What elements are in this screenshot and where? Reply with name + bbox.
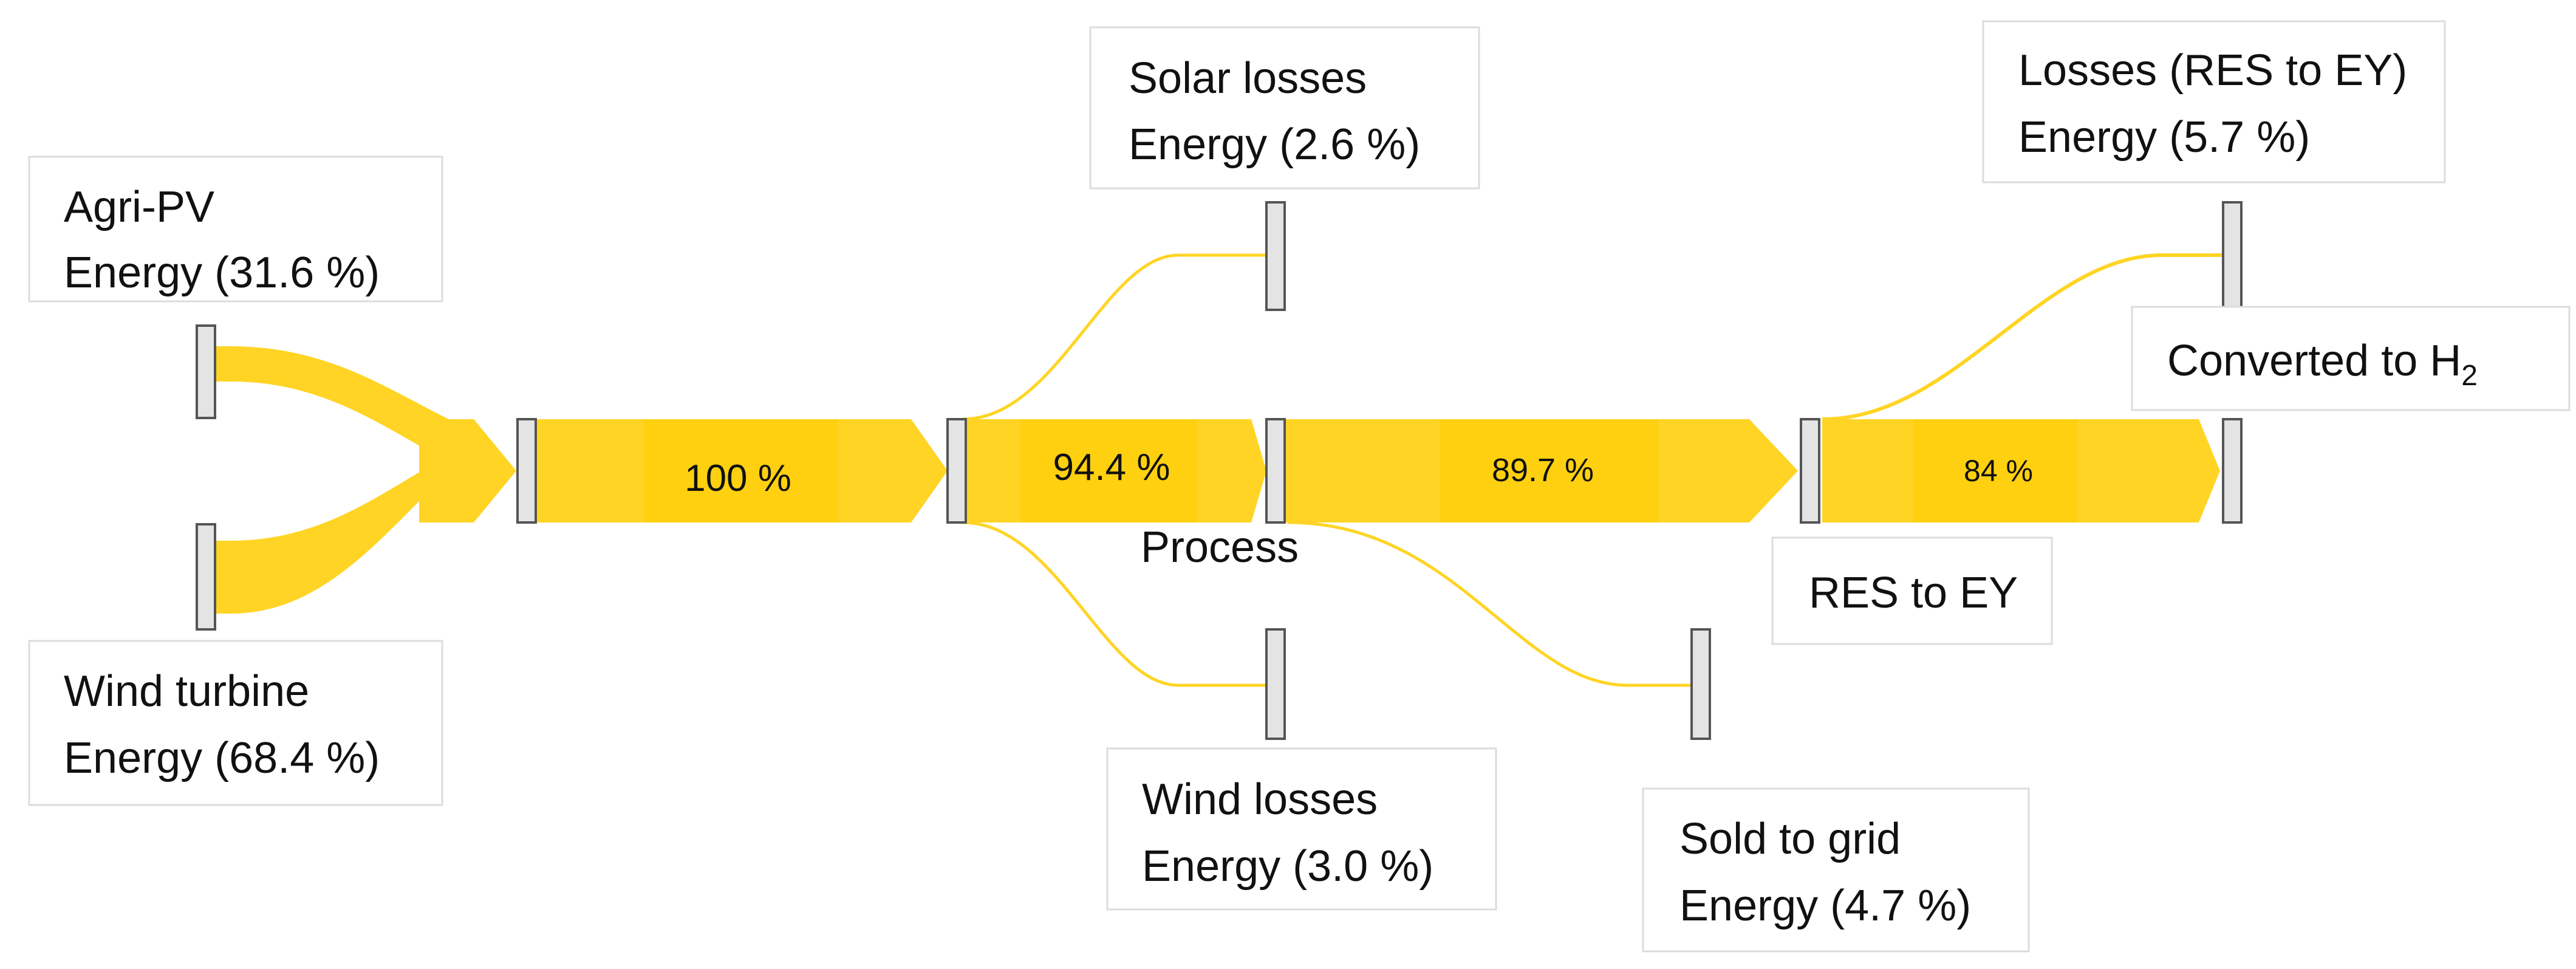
label-agri-pv-box xyxy=(28,156,443,303)
flow-wind-turbine xyxy=(205,450,462,614)
label-wind-turbine: Wind turbine Energy (68.4 %) xyxy=(28,640,443,806)
label-boxes: Agri-PV Energy (31.6 %) Wind turbine Ene… xyxy=(28,20,2571,953)
label-res-to-ey: RES to EY xyxy=(1771,536,2053,645)
flow-stage2-label: 94.4 % xyxy=(1053,447,1170,488)
label-sold-to-grid-box xyxy=(1642,787,2030,953)
flow-labels: 100 % 94.4 % 89.7 % 84 % xyxy=(685,447,2033,499)
flow-wind-losses xyxy=(962,521,1269,687)
flow-solar-losses xyxy=(962,253,1269,421)
label-solar-losses-line1: Solar losses xyxy=(1129,54,1367,103)
flow-stage4-label: 84 % xyxy=(1964,454,2033,488)
node-stage2-start xyxy=(946,418,967,524)
label-agri-pv: Agri-PV Energy (31.6 %) xyxy=(28,156,443,303)
label-wind-turbine-line1: Wind turbine xyxy=(64,667,309,716)
nodes xyxy=(196,201,2243,740)
label-converted-subscript: 2 xyxy=(2461,360,2478,392)
label-sold-to-grid-line1: Sold to grid xyxy=(1679,815,1901,863)
flows xyxy=(205,253,2226,687)
label-res-to-ey-text: RES to EY xyxy=(1809,569,2018,617)
label-wind-losses-line2: Energy (3.0 %) xyxy=(1142,842,1433,891)
node-res-to-ey xyxy=(1800,418,1820,524)
flow-stage3-label: 89.7 % xyxy=(1492,452,1594,488)
node-process xyxy=(1265,418,1286,524)
node-merge xyxy=(516,418,537,524)
node-sold-to-grid xyxy=(1690,628,1711,740)
node-wind-turbine xyxy=(196,523,216,631)
label-losses-res-ey: Losses (RES to EY) Energy (5.7 %) xyxy=(1982,20,2446,183)
label-converted: Converted to H2 xyxy=(2131,306,2571,411)
node-wind-losses xyxy=(1265,628,1286,740)
flow-sold-to-grid xyxy=(1287,521,1695,687)
label-losses-res-ey-line1: Losses (RES to EY) xyxy=(2018,46,2407,95)
label-process: Process xyxy=(1141,523,1299,572)
label-agri-pv-line2: Energy (31.6 %) xyxy=(64,248,380,297)
flow-stage4-band xyxy=(1913,419,2077,522)
label-wind-losses-box xyxy=(1106,747,1497,911)
label-sold-to-grid-line2: Energy (4.7 %) xyxy=(1679,882,1971,930)
label-wind-losses: Wind losses Energy (3.0 %) xyxy=(1106,747,1497,911)
label-solar-losses-line2: Energy (2.6 %) xyxy=(1129,120,1420,169)
flow-agri-pv xyxy=(205,346,462,468)
node-losses-res-ey xyxy=(2222,201,2243,311)
label-wind-turbine-box xyxy=(28,640,443,806)
label-solar-losses-box xyxy=(1089,26,1480,190)
flow-stage1-band xyxy=(644,419,838,522)
label-solar-losses: Solar losses Energy (2.6 %) xyxy=(1089,26,1480,190)
label-converted-box xyxy=(2131,306,2571,411)
label-converted-text: Converted to H2 xyxy=(2167,337,2478,392)
flow-losses-res-ey xyxy=(1822,253,2226,421)
node-agri-pv xyxy=(196,324,216,419)
label-sold-to-grid: Sold to grid Energy (4.7 %) xyxy=(1642,787,2030,953)
flow-stage1-label: 100 % xyxy=(685,457,791,499)
flow-merge-arrow xyxy=(419,419,516,522)
flow-stage2-band xyxy=(1020,419,1197,522)
label-wind-losses-line1: Wind losses xyxy=(1142,775,1378,824)
node-converted xyxy=(2222,418,2243,524)
label-wind-turbine-line2: Energy (68.4 %) xyxy=(64,734,380,782)
label-losses-res-ey-line2: Energy (5.7 %) xyxy=(2018,113,2310,162)
flow-stage3-band xyxy=(1440,419,1658,522)
node-solar-losses xyxy=(1265,201,1286,311)
label-converted-main: Converted to H xyxy=(2167,337,2461,385)
label-res-to-ey-box xyxy=(1771,536,2053,645)
label-agri-pv-line1: Agri-PV xyxy=(64,183,214,231)
label-losses-res-ey-box xyxy=(1982,20,2446,183)
